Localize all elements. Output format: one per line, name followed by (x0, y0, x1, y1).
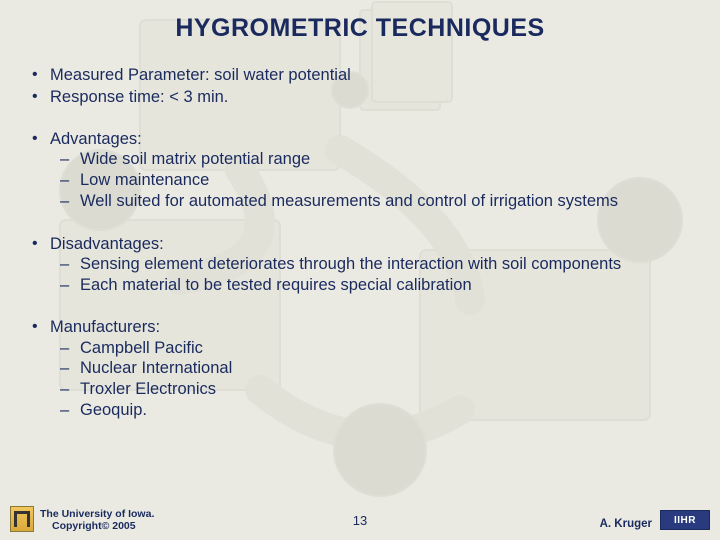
bullet-label: Response time: < 3 min. (50, 88, 228, 106)
sub-bullet-list: Wide soil matrix potential rangeLow main… (50, 150, 692, 211)
slide-title: HYGROMETRIC TECHNIQUES (28, 14, 692, 43)
bullet-item: Advantages: Wide soil matrix potential ra… (28, 129, 692, 212)
sub-bullet-list: Sensing element deteriorates through the… (50, 255, 692, 296)
sub-bullet-list: Campbell PacificNuclear InternationalTro… (50, 339, 692, 421)
sub-bullet-item: Each material to be tested requires spec… (50, 276, 692, 296)
sub-bullet-item: Well suited for automated measurements a… (50, 192, 692, 212)
bullet-list: Measured Parameter: soil water potential… (28, 65, 692, 421)
footer-left-text: The University of Iowa. Copyright© 2005 (40, 508, 154, 532)
footer-author: A. Kruger (600, 518, 652, 530)
footer-institution: The University of Iowa. (40, 508, 154, 520)
sub-bullet-item: Low maintenance (50, 171, 692, 191)
bullet-label: Disadvantages: (50, 235, 164, 253)
slide-content: HYGROMETRIC TECHNIQUES Measured Paramete… (0, 0, 720, 421)
sub-bullet-item: Nuclear International (50, 359, 692, 379)
sub-bullet-item: Troxler Electronics (50, 380, 692, 400)
sub-bullet-item: Campbell Pacific (50, 339, 692, 359)
sub-bullet-item: Geoquip. (50, 401, 692, 421)
bullet-item: Disadvantages: Sensing element deteriorat… (28, 234, 692, 296)
footer: The University of Iowa. Copyright© 2005 … (0, 498, 720, 532)
page-number: 13 (353, 513, 367, 528)
footer-copyright: Copyright© 2005 (40, 520, 154, 532)
footer-right: A. Kruger IIHR (600, 510, 710, 530)
sub-bullet-item: Wide soil matrix potential range (50, 150, 692, 170)
bullet-label: Measured Parameter: soil water potential (50, 66, 351, 84)
uiowa-logo-icon (10, 506, 34, 532)
bullet-item: Manufacturers: Campbell PacificNuclear In… (28, 317, 692, 420)
iihr-logo-icon: IIHR (660, 510, 710, 530)
bullet-label: Manufacturers: (50, 318, 160, 336)
bullet-label: Advantages: (50, 130, 142, 148)
footer-left: The University of Iowa. Copyright© 2005 (10, 506, 154, 532)
sub-bullet-item: Sensing element deteriorates through the… (50, 255, 692, 275)
bullet-item: Measured Parameter: soil water potential (28, 65, 692, 85)
bullet-item: Response time: < 3 min. (28, 87, 692, 107)
